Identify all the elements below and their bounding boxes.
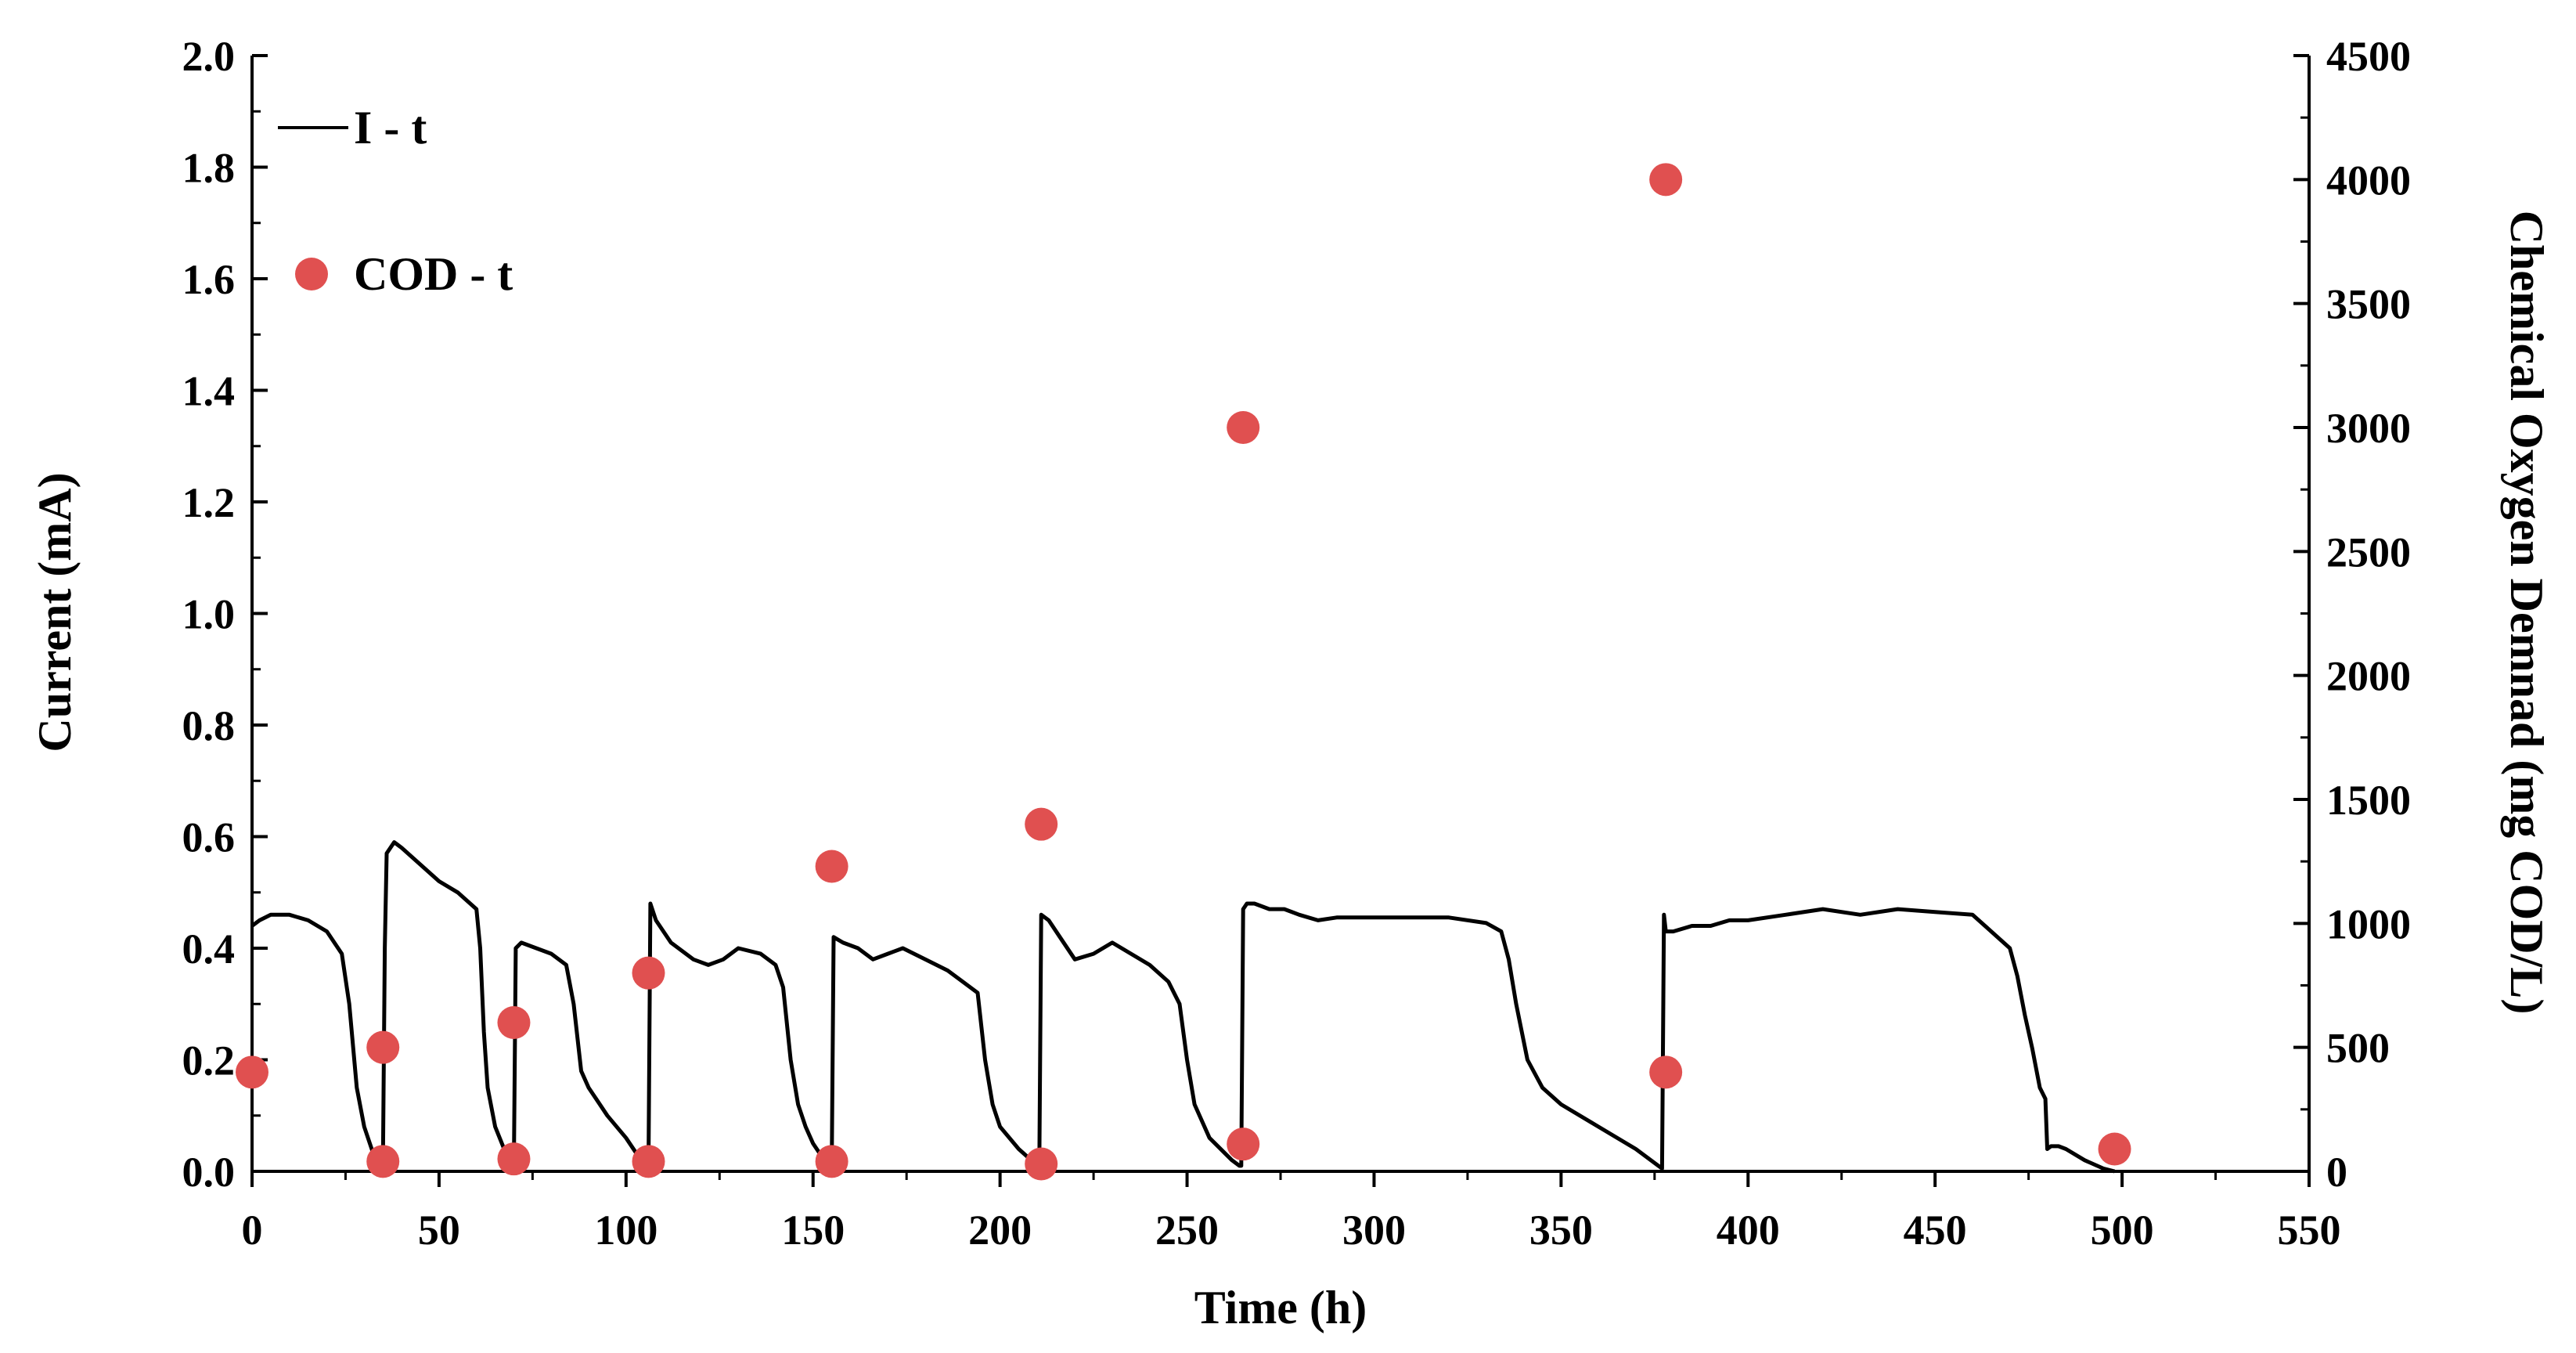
y-left-tick-label: 1.0 bbox=[182, 591, 236, 638]
cod-data-point bbox=[366, 1145, 400, 1178]
x-tick-label: 450 bbox=[1904, 1207, 1967, 1254]
cod-data-point bbox=[1025, 1147, 1058, 1181]
y-right-tick-label: 500 bbox=[2326, 1025, 2390, 1072]
data-layer bbox=[236, 163, 2131, 1181]
x-tick-label: 300 bbox=[1342, 1207, 1406, 1254]
x-tick-label: 150 bbox=[781, 1207, 845, 1254]
y-left-tick-label: 0.8 bbox=[182, 702, 236, 749]
axes-layer: 0 50 100 150 200 250 300 350 400 450 500 550 0.0 0.2 0… bbox=[182, 33, 2412, 1254]
y-right-tick-label: 3000 bbox=[2326, 405, 2411, 452]
y-right-tick-label: 0 bbox=[2326, 1149, 2347, 1196]
current-series-line bbox=[250, 840, 2116, 1174]
cod-data-point bbox=[497, 1142, 531, 1176]
x-tick-label: 500 bbox=[2091, 1207, 2154, 1254]
legend-marker-cod bbox=[295, 258, 328, 290]
cod-data-point bbox=[1227, 1128, 1260, 1161]
x-tick-label: 0 bbox=[242, 1207, 263, 1254]
cod-data-point bbox=[366, 1030, 400, 1064]
legend-label-cod: COD - t bbox=[354, 248, 513, 300]
y-left-tick-label: 2.0 bbox=[182, 33, 236, 80]
cod-data-point bbox=[1649, 163, 1683, 197]
cod-data-point bbox=[2098, 1132, 2131, 1166]
x-tick-label: 350 bbox=[1529, 1207, 1593, 1254]
legend: I - t COD - t bbox=[278, 102, 513, 300]
x-tick-label: 100 bbox=[594, 1207, 658, 1254]
y-right-tick-label: 3500 bbox=[2326, 281, 2411, 328]
y-right-tick-label: 1500 bbox=[2326, 777, 2411, 824]
x-tick-label: 200 bbox=[968, 1207, 1032, 1254]
y-left-tick-label: 1.2 bbox=[182, 479, 236, 526]
cod-data-point bbox=[632, 1145, 665, 1178]
cod-data-point bbox=[815, 850, 848, 883]
x-tick-label: 250 bbox=[1155, 1207, 1219, 1254]
cod-data-point bbox=[815, 1145, 848, 1178]
cod-data-point bbox=[497, 1006, 531, 1039]
y-right-tick-label: 4500 bbox=[2326, 33, 2411, 80]
cod-data-point bbox=[1025, 807, 1058, 841]
x-tick-label: 50 bbox=[418, 1207, 460, 1254]
cod-data-point bbox=[632, 956, 665, 990]
y-right-tick-label: 2000 bbox=[2326, 653, 2411, 700]
cod-data-point bbox=[1649, 1055, 1683, 1089]
x-tick-label: 550 bbox=[2278, 1207, 2341, 1254]
y-left-tick-label: 0.4 bbox=[182, 925, 236, 972]
y-left-tick-label: 0.0 bbox=[182, 1149, 236, 1196]
legend-label-current: I - t bbox=[354, 102, 427, 153]
cod-data-point bbox=[236, 1055, 268, 1089]
y-right-tick-label: 4000 bbox=[2326, 157, 2411, 204]
y-right-tick-label: 2500 bbox=[2326, 529, 2411, 575]
y-right-tick-label: 1000 bbox=[2326, 900, 2411, 947]
y-left-tick-label: 0.2 bbox=[182, 1037, 236, 1084]
cod-data-point bbox=[1227, 411, 1260, 444]
y-left-tick-label: 1.8 bbox=[182, 145, 236, 192]
y-left-tick-label: 0.6 bbox=[182, 814, 236, 861]
y-left-tick-label: 1.4 bbox=[182, 368, 236, 415]
x-tick-label: 400 bbox=[1717, 1207, 1780, 1254]
y-left-tick-label: 1.6 bbox=[182, 256, 236, 303]
y-axis-right-title: Chemical Oxygen Demnad (mg COD/L) bbox=[2501, 211, 2553, 1015]
x-axis-title: Time (h) bbox=[1194, 1282, 1367, 1333]
y-axis-left-title: Current (mA) bbox=[29, 472, 81, 752]
